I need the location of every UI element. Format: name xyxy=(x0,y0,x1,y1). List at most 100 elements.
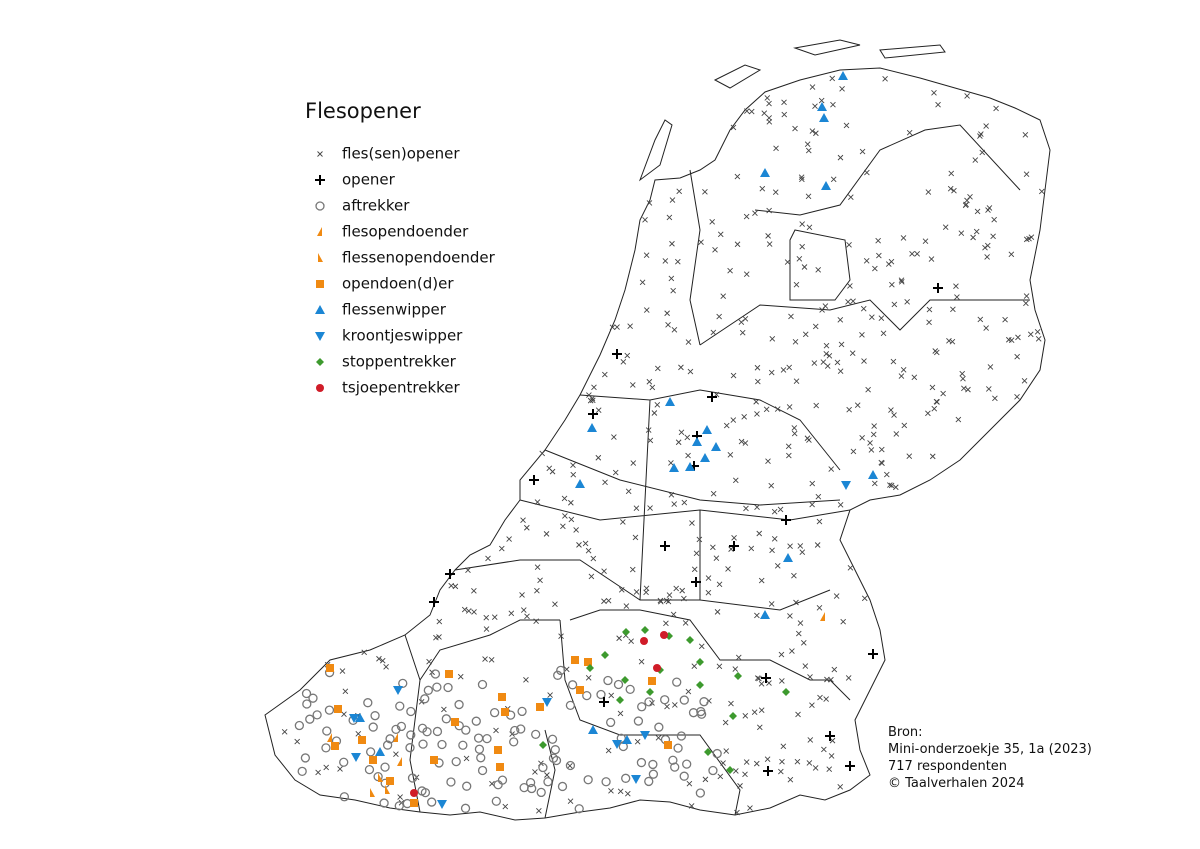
cross-symbol xyxy=(605,747,612,754)
source-line: © Taalverhalen 2024 xyxy=(888,776,1025,791)
cross-symbol xyxy=(792,125,798,132)
cross-symbol xyxy=(888,407,894,413)
cross-symbol xyxy=(765,233,771,239)
circle-symbol xyxy=(364,764,375,775)
cross-symbol xyxy=(854,402,861,409)
cross-symbol xyxy=(570,462,576,468)
cross-symbol xyxy=(742,713,749,719)
circle-symbol xyxy=(637,702,647,712)
island xyxy=(638,119,673,182)
cross-symbol xyxy=(646,378,653,385)
cross-symbol xyxy=(662,258,669,264)
cross-symbol xyxy=(534,587,540,594)
cross-symbol xyxy=(804,141,811,147)
cross-symbol xyxy=(754,612,760,619)
cross-symbol xyxy=(871,480,878,487)
cross-symbol xyxy=(763,406,770,413)
cross-symbol xyxy=(433,634,439,641)
legend: fles(sen)opener opener aftrekker flesopendo… xyxy=(315,145,496,397)
circle-symbol xyxy=(536,787,546,798)
cross-symbol xyxy=(643,307,650,313)
cross-symbol xyxy=(738,319,745,326)
cross-symbol xyxy=(890,358,897,365)
cross-symbol xyxy=(670,287,676,294)
cross-symbol xyxy=(716,581,723,588)
cross-symbol xyxy=(732,666,739,672)
plus-symbol xyxy=(315,175,325,185)
cross-symbol xyxy=(845,299,851,305)
circle-symbol xyxy=(567,680,578,690)
circle-symbol xyxy=(406,706,416,717)
cross-symbol xyxy=(728,546,734,552)
diamond-symbol xyxy=(696,681,704,689)
cross-symbol xyxy=(848,194,854,201)
cross-symbol xyxy=(595,454,602,461)
cross-symbol xyxy=(959,370,966,377)
cross-symbol xyxy=(800,640,807,646)
cross-symbol xyxy=(789,648,795,654)
cross-symbol xyxy=(1022,132,1029,138)
cross-symbol xyxy=(624,352,631,359)
cross-symbol xyxy=(547,692,553,698)
cross-symbol xyxy=(698,239,704,245)
plus-symbol xyxy=(761,673,771,683)
cross-symbol xyxy=(961,385,967,392)
cross-symbol xyxy=(546,465,553,472)
cross-symbol xyxy=(383,663,389,670)
circle-symbol xyxy=(321,743,331,753)
cross-symbol xyxy=(734,241,741,248)
cross-symbol xyxy=(654,402,661,408)
triangle-up-symbol xyxy=(760,168,770,177)
cross-symbol xyxy=(710,329,717,336)
cross-symbol xyxy=(573,527,579,533)
cross-symbol xyxy=(812,103,818,110)
cross-symbol xyxy=(977,316,984,323)
circle-symbol xyxy=(550,745,560,755)
cross-symbol xyxy=(786,404,793,410)
circle-symbol xyxy=(525,777,536,788)
half-triangle-symbol xyxy=(318,253,323,262)
cross-symbol xyxy=(925,410,931,417)
source-line: Mini-onderzoekje 35, 1a (2023) xyxy=(888,742,1092,757)
circle-symbol xyxy=(363,698,373,708)
cross-symbol xyxy=(758,680,765,687)
cross-symbol xyxy=(342,688,349,695)
cross-symbol xyxy=(865,386,871,393)
cross-symbol xyxy=(929,453,936,460)
cross-symbol xyxy=(533,618,539,625)
diamond-symbol xyxy=(646,688,654,696)
cross-symbol xyxy=(294,738,301,745)
circle-symbol xyxy=(654,722,664,732)
cross-symbol xyxy=(991,216,997,223)
cross-symbol xyxy=(673,585,680,592)
legend-label: tsjoepentrekker xyxy=(342,379,461,397)
cross-symbol xyxy=(850,298,856,304)
cross-symbol xyxy=(793,378,800,384)
cross-symbol xyxy=(793,281,800,288)
circle-symbol xyxy=(553,670,563,680)
cross-symbol xyxy=(544,772,550,778)
circle-symbol xyxy=(432,726,443,737)
cross-symbol xyxy=(768,601,775,607)
cross-symbol xyxy=(1021,378,1028,384)
cross-symbol xyxy=(880,330,887,337)
circle-symbol xyxy=(437,739,447,750)
triangle-down-symbol xyxy=(631,775,641,784)
legend-label: opener xyxy=(342,171,396,189)
cross-symbol xyxy=(748,545,755,552)
circle-symbol xyxy=(396,721,407,732)
circle-symbol xyxy=(625,684,635,695)
square-symbol xyxy=(326,664,334,672)
circle-symbol xyxy=(648,759,658,770)
cross-symbol xyxy=(713,555,720,562)
cross-symbol xyxy=(627,323,633,329)
cross-symbol xyxy=(863,257,870,264)
cross-symbol xyxy=(691,663,698,670)
square-symbol xyxy=(430,756,438,764)
cross-symbol xyxy=(649,384,656,391)
cross-symbol xyxy=(629,566,636,573)
cross-symbol xyxy=(752,210,758,216)
circle-symbol xyxy=(695,788,706,798)
cross-symbol xyxy=(843,122,850,129)
